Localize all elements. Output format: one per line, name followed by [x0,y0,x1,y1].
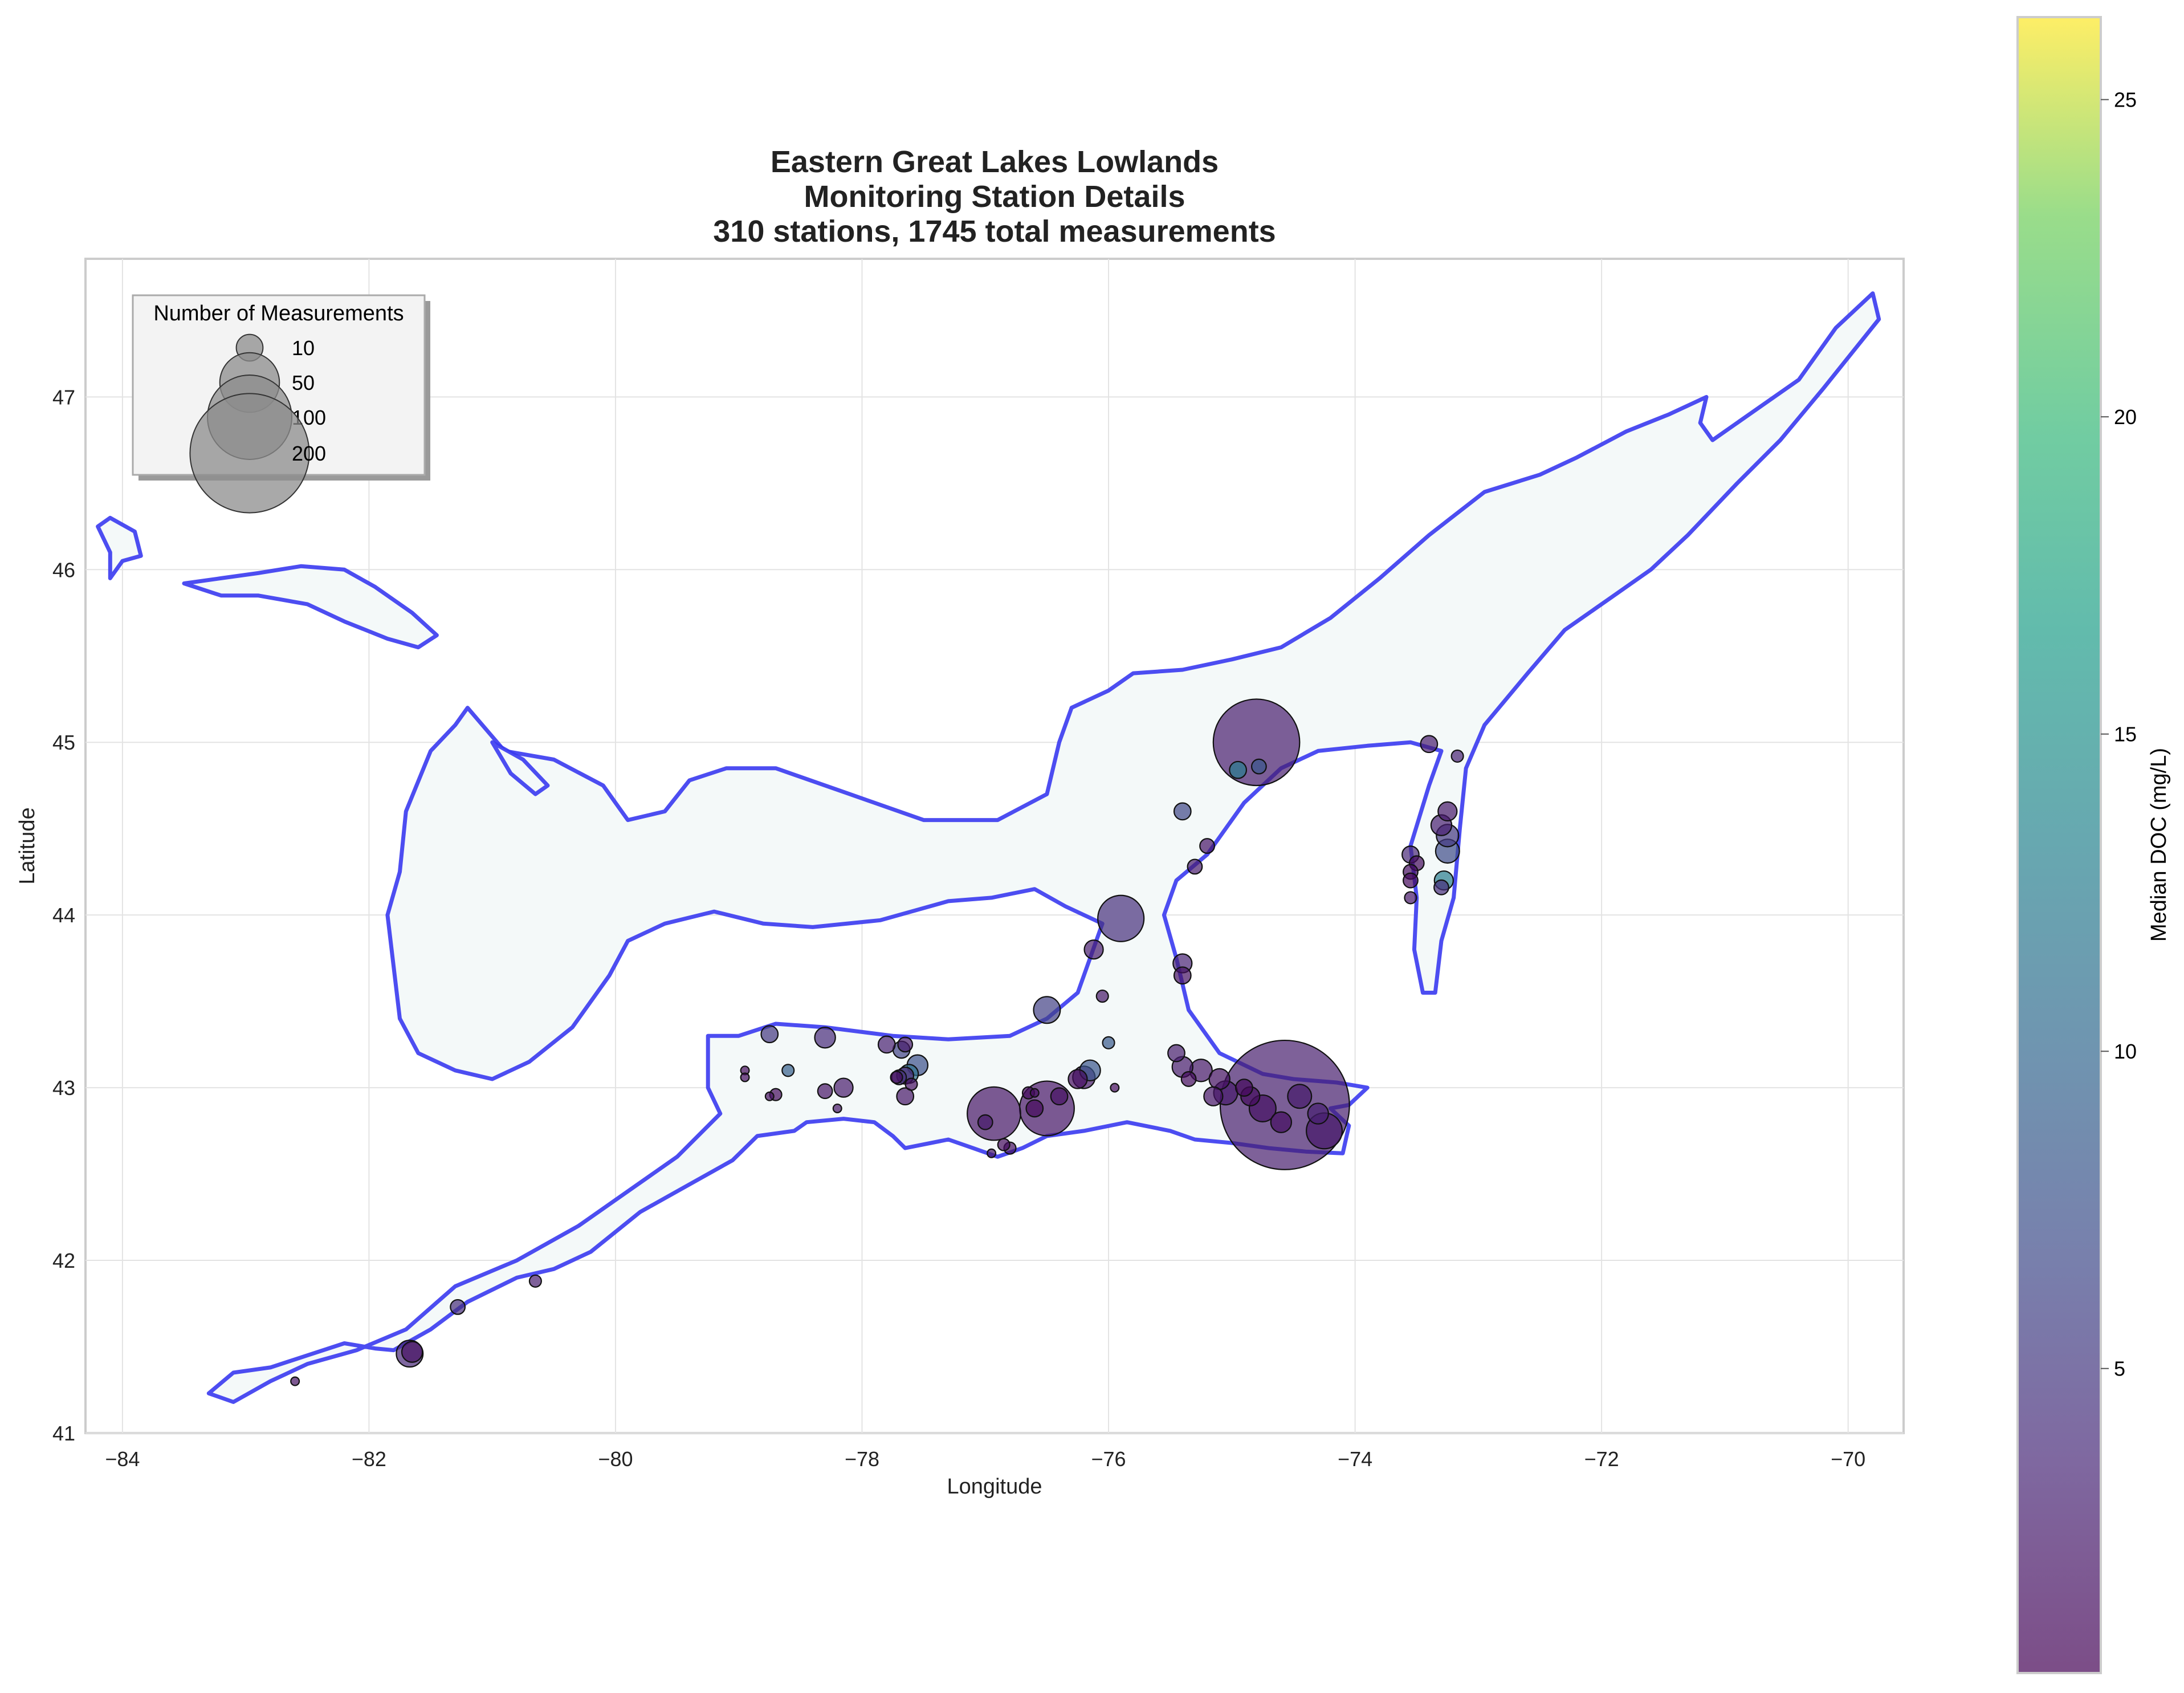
x-tick-label: −76 [1091,1447,1126,1471]
station-point [1235,1079,1253,1097]
colorbar-tick-label: 20 [2114,405,2137,429]
station-point [1450,749,1464,763]
station-point [1208,1068,1230,1090]
colorbar-label: Median DOC (mg/L) [2147,748,2171,942]
station-point [1180,1071,1197,1087]
colorbar-ticks: 5 10 15 20 25 [2101,88,2137,1381]
station-points [290,698,1464,1386]
colorbar-tick-label: 10 [2114,1040,2137,1063]
station-point [1033,996,1061,1024]
station-point [764,1091,775,1101]
station-point [987,1148,997,1158]
axis-ticks: −84 −82 −80 −78 −76 −74 −72 −70 41 42 43 44 45 46 47 [52,385,1865,1471]
x-tick-label: −78 [845,1447,879,1471]
station-point [997,1138,1010,1151]
station-point [1025,1099,1044,1118]
y-tick-label: 42 [52,1249,75,1272]
station-point [1404,891,1417,905]
station-point [781,1064,795,1077]
title-line-1: Eastern Great Lakes Lowlands [771,145,1219,179]
colorbar-frame [2016,16,2102,1674]
title-line-2: Monitoring Station Details [804,180,1185,214]
station-point [1403,872,1419,889]
colorbar-tick-label: 5 [2114,1357,2125,1381]
station-point [1050,1087,1069,1106]
station-point [290,1376,300,1386]
station-point [1307,1102,1329,1125]
title-line-3: 310 stations, 1745 total measurements [713,214,1276,249]
x-tick-label: −82 [352,1447,386,1471]
y-tick-label: 45 [52,731,75,754]
y-tick-label: 43 [52,1076,75,1100]
legend-title: Number of Measurements [153,302,404,325]
station-point [1199,838,1215,854]
station-point [877,1035,896,1054]
colorbar-gradient [2018,17,2101,1673]
legend-label: 50 [292,371,315,394]
station-point [1420,735,1439,754]
station-point [833,1077,854,1098]
station-point [1102,1036,1115,1049]
colorbar-tick-label: 25 [2114,88,2137,112]
x-tick-label: −84 [105,1447,140,1471]
colorbar-tick-label: 15 [2114,723,2137,746]
region-outline [182,564,439,650]
y-tick-label: 41 [52,1422,75,1445]
legend-label: 200 [292,442,326,465]
station-point [740,1072,750,1082]
station-point [1097,894,1145,942]
station-point [450,1299,466,1315]
station-point [1083,939,1104,960]
colorbar: 5 10 15 20 25 Median DOC (mg/L) [2016,16,2171,1674]
station-point [967,1086,1021,1141]
x-tick-label: −80 [598,1447,633,1471]
station-point [1250,758,1267,775]
region-outline [96,515,143,580]
station-point [1437,801,1458,822]
station-point [760,1025,779,1044]
y-tick-label: 46 [52,558,75,581]
station-point [896,1087,915,1106]
station-point [1287,1084,1313,1109]
station-point [1029,1088,1040,1098]
station-point [1095,990,1109,1003]
station-point [890,1071,903,1084]
y-tick-label: 47 [52,385,75,409]
station-point [814,1027,836,1049]
station-point [1173,966,1192,985]
station-point [1110,1082,1120,1093]
station-point [528,1274,542,1288]
region-outline [206,291,1881,1404]
station-point [1167,1044,1185,1063]
grid [85,259,1904,1434]
station-point [1067,1069,1088,1089]
legend-marker [189,393,310,514]
legend-label: 10 [292,336,315,360]
x-tick-label: −74 [1338,1447,1372,1471]
station-point [977,1114,993,1130]
region-layer [96,291,1881,1404]
x-tick-label: −72 [1584,1447,1619,1471]
station-point [817,1083,833,1100]
station-point [1173,802,1192,821]
station-point [1219,1039,1350,1170]
station-point [904,1077,918,1091]
station-point [1433,879,1449,896]
region-outline [490,740,550,796]
station-point [897,1036,914,1053]
x-axis-label: Longitude [947,1475,1042,1499]
y-axis-label: Latitude [15,807,39,884]
station-point [1203,1086,1224,1106]
station-point [401,1341,423,1363]
station-point [1187,858,1203,875]
station-point [1229,760,1248,779]
station-point [1270,1111,1293,1133]
y-tick-label: 44 [52,904,75,927]
station-point [832,1103,842,1113]
x-tick-label: −70 [1831,1447,1865,1471]
